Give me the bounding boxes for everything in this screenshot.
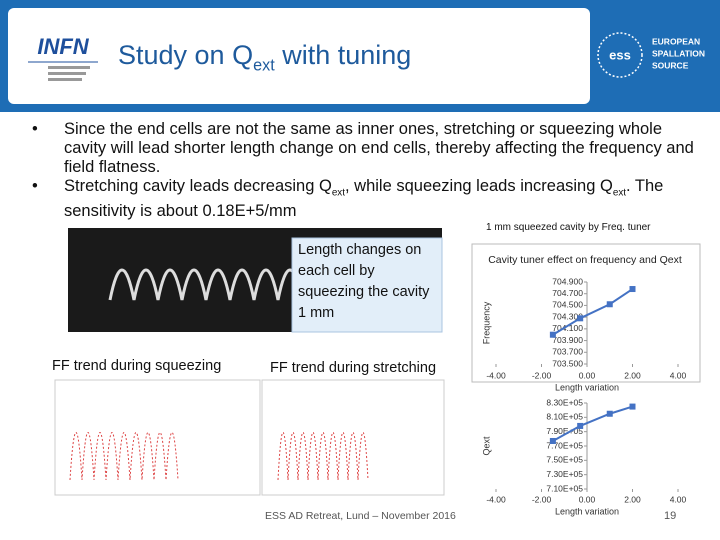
x-tick-label: -2.00 [532,370,552,380]
data-point [549,437,556,444]
bullet-text: . The sensitivity is about 0.18E+5/mm [64,177,664,221]
x-tick-label: 0.00 [579,370,596,380]
bullet-subscript: ext [331,187,345,199]
y-tick-label: 704.300 [552,311,583,321]
data-line [552,288,634,336]
x-axis-label: Length variation [555,382,619,392]
x-tick-label: 0.00 [579,494,596,504]
title-subscript: ext [253,56,275,75]
cavity-shape [108,268,328,301]
y-axis-label: Frequency [481,301,491,344]
data-point [629,403,636,410]
data-point [577,422,584,429]
bullet-text: , while squeezing leads increasing Q [345,177,613,195]
x-tick-label: 4.00 [670,494,687,504]
y-tick-label: 703.500 [552,358,583,368]
page-number: 19 [664,510,676,522]
ff-trace [69,432,179,481]
x-tick-label: 4.00 [670,370,687,380]
ess-logo: ess EUROPEAN SPALLATION SOURCE [597,32,705,78]
title-text: with tuning [274,40,412,70]
y-tick-label: 704.500 [552,300,583,310]
x-tick-label: -4.00 [486,494,506,504]
title-text: Study on Q [118,40,254,70]
caption: FF trend during squeezing [52,358,221,374]
data-point [606,410,613,417]
bullet-text: Since the end cells are not the same as … [64,120,694,176]
x-axis-label: Length variation [555,506,619,516]
x-tick-label: -2.00 [532,494,552,504]
y-tick-label: 8.10E+05 [546,412,583,422]
y-axis-label: Qext [481,436,491,456]
callout-box [291,237,443,333]
y-tick-label: 7.70E+05 [546,440,583,450]
x-tick-label: -4.00 [486,370,506,380]
x-tick-label: 2.00 [624,494,641,504]
data-point [606,301,613,308]
ff-plot-stretching [261,379,445,496]
svg-text:ess: ess [609,47,631,62]
header-bar: INFN Study on Qext with tuning ess EUROP… [0,0,720,112]
y-tick-label: 704.700 [552,288,583,298]
bullet: Since the end cells are not the same as … [30,120,700,177]
bullet-subscript: ext [612,187,627,199]
y-tick-label: 8.30E+05 [546,397,583,407]
y-tick-label: 7.30E+05 [546,469,583,479]
y-tick-label: 704.100 [552,323,583,333]
data-line [552,405,633,442]
bullet-list: Since the end cells are not the same as … [30,120,700,221]
logo-text: SPALLATION [652,48,705,58]
y-tick-label: 703.700 [552,347,583,357]
slide-title: Study on Qext with tuning [118,40,411,75]
ff-plot-squeezing [54,379,261,496]
logo-text: SOURCE [652,60,689,70]
chart-frame [471,243,701,383]
bullet: Stretching cavity leads decreasing Qext,… [30,177,700,221]
bullet-text: Stretching cavity leads decreasing Q [64,177,332,195]
y-tick-label: 703.900 [552,335,583,345]
chart-title: Cavity tuner effect on frequency and Qex… [488,254,682,266]
caption: 1 mm squeezed cavity by Freq. tuner [486,222,651,233]
y-tick-label: 7.10E+05 [546,483,583,493]
data-point [629,286,636,293]
infn-logo: INFN [18,28,108,84]
caption: FF trend during stretching [270,360,436,376]
y-tick-label: 7.90E+05 [546,426,583,436]
callout: Length changes on each cell by squeezing… [298,242,430,321]
x-tick-label: 2.00 [624,370,641,380]
logo-text: INFN [37,34,89,59]
y-tick-label: 704.900 [552,276,583,286]
logo-text: EUROPEAN [652,36,700,46]
y-tick-label: 7.50E+05 [546,455,583,465]
data-point [549,331,556,338]
data-point [577,315,584,322]
footer: ESS AD Retreat, Lund – November 2016 [265,510,456,522]
